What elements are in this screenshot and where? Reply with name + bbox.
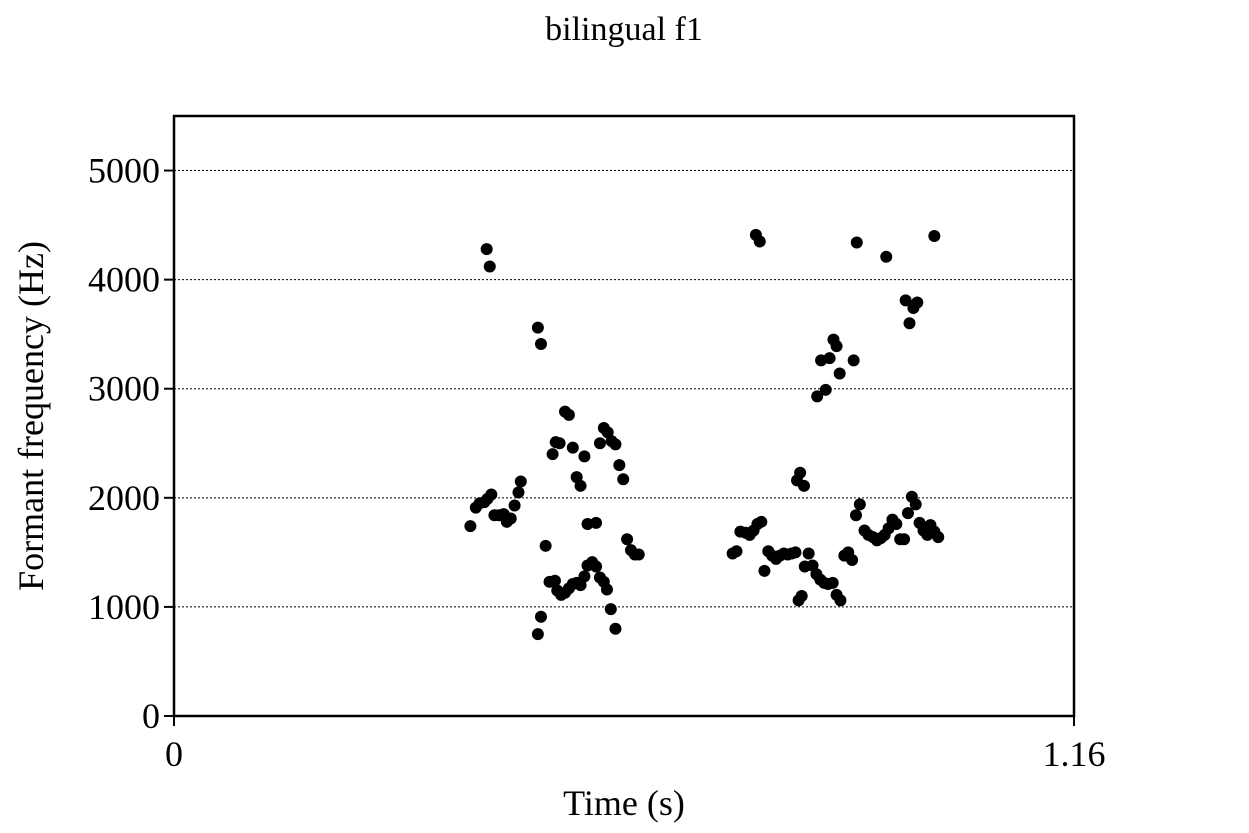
data-point <box>830 340 843 353</box>
data-point <box>534 338 547 350</box>
data-point <box>834 594 847 607</box>
data-point <box>853 498 866 511</box>
data-point <box>755 515 768 528</box>
data-point <box>826 576 839 589</box>
data-point <box>483 260 496 273</box>
data-point <box>798 479 810 492</box>
data-point <box>833 367 846 380</box>
y-tick-label: 5000 <box>88 151 160 191</box>
data-point <box>899 294 912 307</box>
data-point <box>578 450 591 463</box>
data-point <box>811 390 824 403</box>
data-point <box>480 243 493 256</box>
data-point <box>880 250 893 263</box>
data-point <box>566 441 579 454</box>
data-point <box>512 486 525 499</box>
data-point <box>508 499 521 512</box>
data-point <box>847 354 860 367</box>
data-point <box>846 554 859 566</box>
data-point <box>909 498 922 511</box>
data-point <box>609 438 622 451</box>
x-tick-label: 0 <box>165 734 183 774</box>
x-tick-label: 1.16 <box>1043 734 1106 774</box>
y-tick-label: 2000 <box>88 478 160 518</box>
data-point <box>593 437 606 450</box>
plot-frame <box>172 114 1076 718</box>
data-point <box>604 603 617 616</box>
data-point <box>548 574 561 587</box>
x-axis-label: Time (s) <box>563 783 685 823</box>
data-point <box>617 473 630 486</box>
data-point <box>753 235 766 248</box>
data-point <box>823 352 836 365</box>
chart-title: bilingual f1 <box>545 11 703 48</box>
y-tick-label: 1000 <box>88 587 160 627</box>
data-point <box>903 317 916 330</box>
data-point <box>574 479 587 492</box>
data-point <box>600 583 613 596</box>
y-tick-label: 3000 <box>88 369 160 409</box>
data-point <box>730 545 743 558</box>
data-point <box>590 516 603 529</box>
x-axis-ticks: 0 1.16 <box>165 716 1106 774</box>
data-point <box>514 475 527 488</box>
data-point <box>890 518 903 530</box>
data-point <box>911 296 924 309</box>
data-point <box>850 236 863 249</box>
data-point <box>546 448 559 461</box>
data-point <box>901 507 914 520</box>
data-point <box>553 437 566 450</box>
data-points <box>464 228 945 641</box>
data-point <box>590 560 603 573</box>
data-point <box>531 628 544 641</box>
grid-lines <box>174 170 1074 608</box>
data-point <box>898 533 911 546</box>
y-axis-ticks: 0 1000 2000 3000 4000 5000 <box>88 151 174 736</box>
data-point <box>932 531 945 544</box>
data-point <box>609 622 622 635</box>
data-point <box>613 459 626 472</box>
data-point <box>802 547 815 560</box>
data-point <box>819 383 832 396</box>
data-point <box>539 539 552 552</box>
data-point <box>621 533 634 546</box>
data-point <box>758 564 771 577</box>
data-point <box>849 509 862 522</box>
y-tick-label: 4000 <box>88 260 160 300</box>
data-point <box>928 230 941 242</box>
data-point <box>534 610 547 623</box>
data-point <box>464 520 477 533</box>
data-point <box>789 546 802 559</box>
data-point <box>485 488 498 501</box>
y-tick-label: 0 <box>142 696 160 736</box>
data-point <box>632 548 645 561</box>
data-point <box>794 466 807 479</box>
data-point <box>504 512 517 525</box>
y-axis-label: Formant frequency (Hz) <box>11 241 51 591</box>
data-point <box>578 570 591 583</box>
data-point <box>531 321 544 334</box>
data-point <box>562 408 575 421</box>
data-point <box>795 590 808 602</box>
